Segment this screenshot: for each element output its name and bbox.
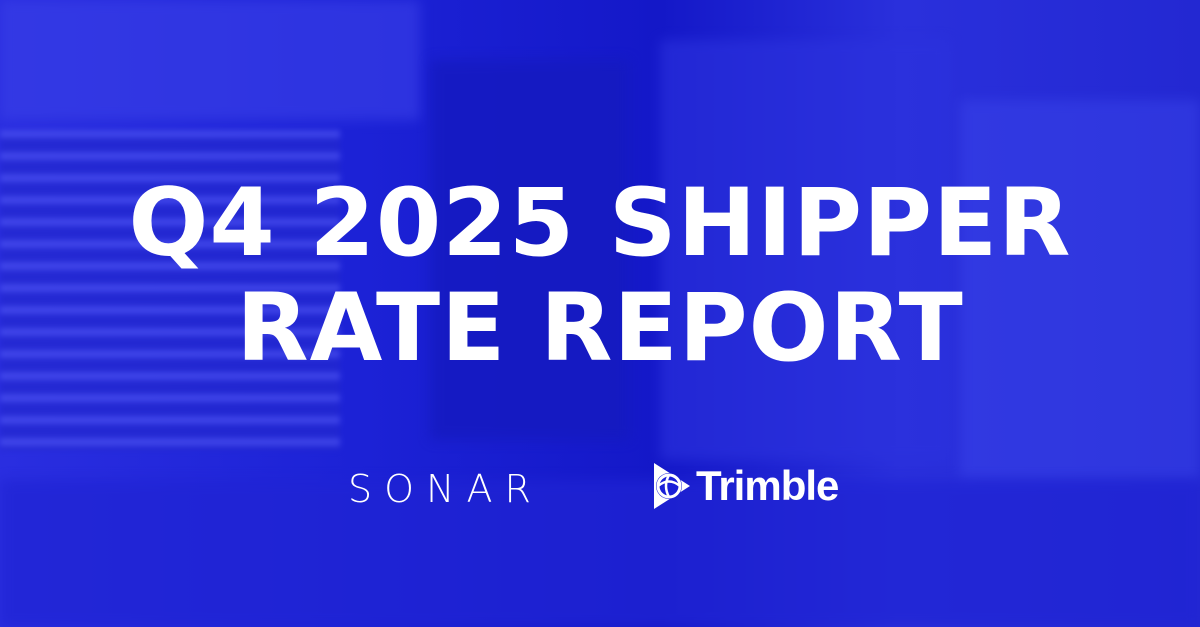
headline-line-1: Q4 2025 SHIPPER — [128, 169, 1072, 278]
background-truck-grille — [0, 130, 340, 450]
sonar-logo: SONAR — [348, 467, 543, 511]
background-trailer — [660, 40, 950, 460]
trimble-wordmark: Trimble — [696, 462, 839, 509]
headline-line-2: RATE REPORT — [236, 274, 964, 383]
trimble-globe-icon — [654, 463, 690, 509]
background-truck-roof — [0, 0, 420, 120]
background-truck-cab — [430, 60, 630, 440]
background-ground — [0, 480, 1200, 627]
trimble-logo: Trimble — [650, 462, 839, 510]
background-right-truck — [960, 100, 1200, 480]
